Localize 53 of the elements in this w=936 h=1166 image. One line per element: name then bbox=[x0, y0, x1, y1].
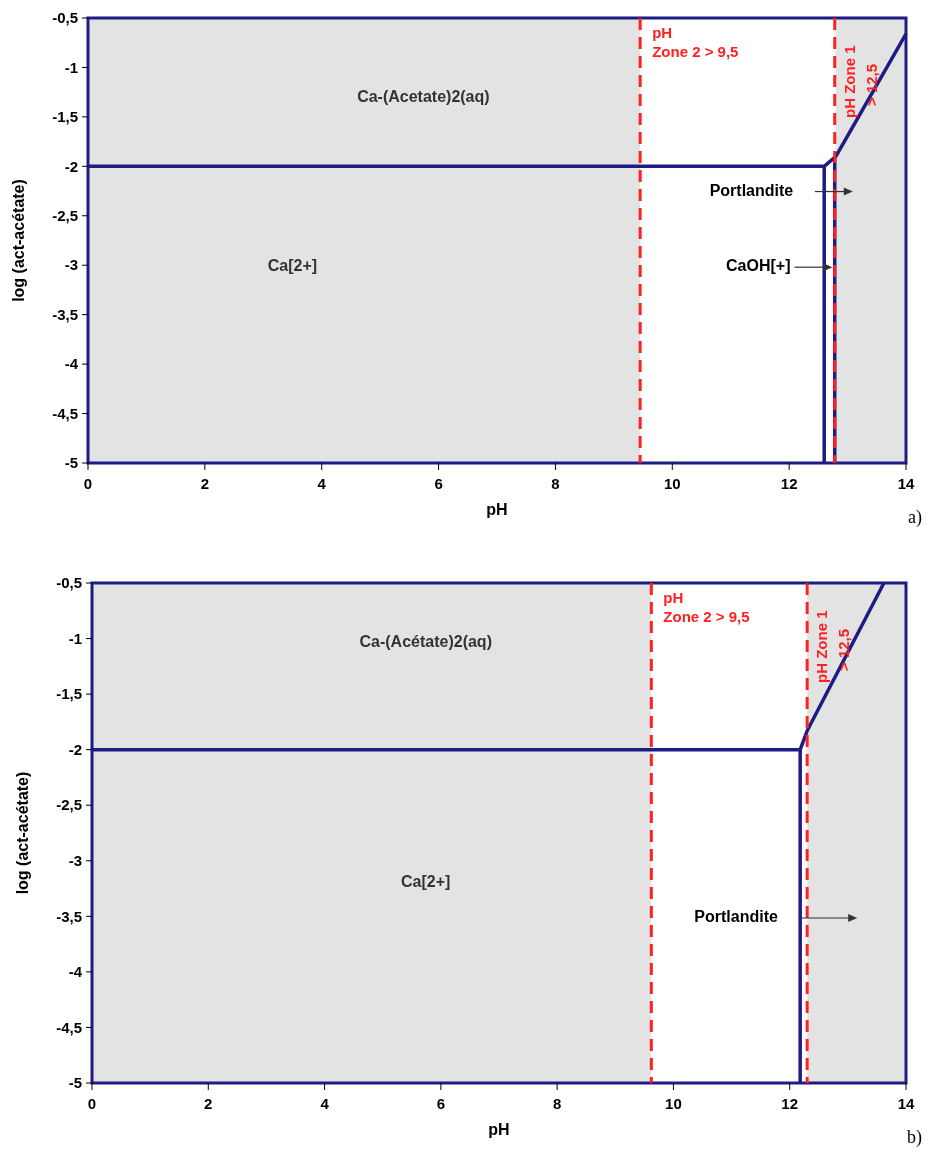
x-tick-label: 6 bbox=[434, 475, 443, 492]
x-tick-label: 4 bbox=[320, 1095, 330, 1112]
ref-line-label: pH Zone 2 > 9,5 bbox=[663, 589, 750, 625]
x-tick-label: 0 bbox=[87, 1095, 97, 1112]
annotation: Portlandite bbox=[694, 908, 779, 926]
annotation: Ca[2+] bbox=[401, 873, 451, 891]
y-tick-label: -3 bbox=[64, 256, 78, 274]
y-tick-label: -1 bbox=[68, 629, 82, 647]
x-tick-label: 8 bbox=[552, 1095, 562, 1112]
y-tick-label: -3,5 bbox=[52, 305, 78, 323]
y-tick-label: -2,5 bbox=[56, 796, 82, 814]
y-tick-label: -4 bbox=[68, 963, 83, 981]
y-tick-label: -0,5 bbox=[56, 574, 82, 592]
y-tick-label: -4,5 bbox=[56, 1018, 82, 1036]
y-tick-label: -0,5 bbox=[52, 9, 78, 27]
annotation: CaOH[+] bbox=[726, 257, 791, 275]
y-tick-label: -4 bbox=[64, 355, 79, 373]
y-tick-label: -2 bbox=[64, 157, 78, 175]
x-tick-label: 0 bbox=[83, 475, 93, 492]
y-tick-label: -5 bbox=[68, 1074, 82, 1092]
x-tick-label: 2 bbox=[204, 1095, 213, 1112]
y-tick-label: -1 bbox=[64, 58, 78, 76]
annotation: Ca-(Acétate)2(aq) bbox=[359, 633, 492, 651]
y-tick-label: -3,5 bbox=[56, 907, 82, 925]
x-tick-label: 6 bbox=[436, 1095, 446, 1112]
y-axis-title: log (act-acétate) bbox=[10, 179, 27, 302]
x-tick-label: 2 bbox=[200, 475, 210, 492]
y-tick-label: -2,5 bbox=[52, 207, 78, 225]
x-tick-label: 8 bbox=[551, 475, 560, 492]
y-tick-label: -3 bbox=[68, 852, 82, 870]
x-tick-label: 10 bbox=[663, 475, 681, 492]
x-tick-label: 14 bbox=[897, 1095, 915, 1112]
text: b) bbox=[907, 1127, 922, 1148]
annotation: Portlandite bbox=[709, 181, 794, 199]
x-axis-title: pH bbox=[486, 501, 508, 518]
y-tick-label: -1,5 bbox=[52, 108, 78, 126]
y-tick-label: -5 bbox=[64, 454, 78, 472]
ref-line-label: pH Zone 1 > 12,5 bbox=[840, 45, 880, 118]
y-axis-title: log (act-acétate) bbox=[14, 771, 31, 895]
text: a) bbox=[908, 507, 922, 528]
x-tick-label: 12 bbox=[781, 1095, 799, 1112]
x-tick-label: 14 bbox=[897, 475, 915, 492]
x-axis-title: pH bbox=[488, 1121, 510, 1138]
y-tick-label: -4,5 bbox=[52, 404, 78, 422]
annotation: Ca[2+] bbox=[267, 257, 318, 275]
y-tick-label: -2 bbox=[68, 740, 82, 758]
x-tick-label: 12 bbox=[780, 475, 798, 492]
annotation: Ca-(Acetate)2(aq) bbox=[357, 88, 490, 106]
y-tick-label: -1,5 bbox=[56, 685, 82, 703]
ref-line-label: pH Zone 2 > 9,5 bbox=[652, 24, 739, 60]
ref-line-label: pH Zone 1 > 12,5 bbox=[813, 610, 853, 683]
x-tick-label: 4 bbox=[317, 475, 327, 492]
x-tick-label: 10 bbox=[665, 1095, 682, 1112]
